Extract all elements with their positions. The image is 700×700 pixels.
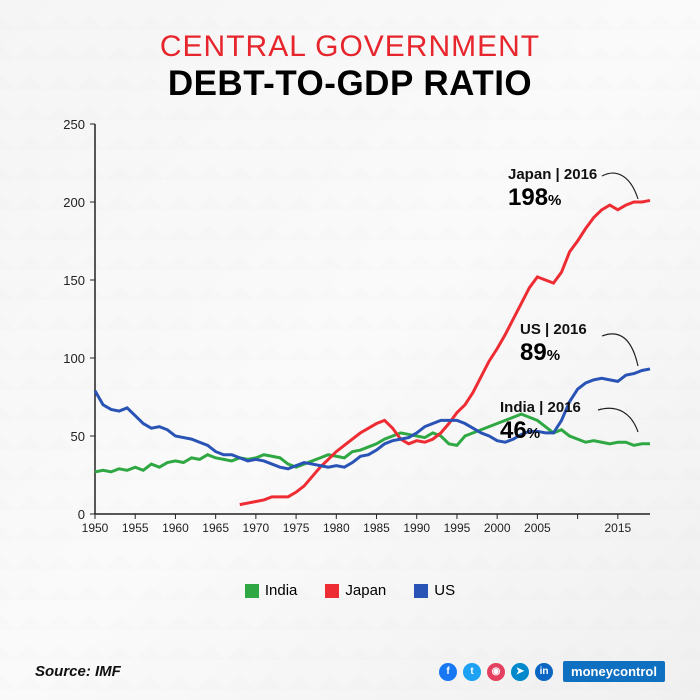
title-line-2: DEBT-TO-GDP RATIO [35, 64, 665, 104]
callout-label: Japan | 2016 [508, 166, 597, 183]
footer: Source: IMF ft ◉ ➤ in moneycontrol [35, 661, 665, 682]
callout-value: 198% [508, 184, 561, 211]
legend-item-india: India [245, 582, 298, 599]
callout-value: 46% [500, 417, 540, 444]
y-tick-label: 150 [63, 273, 85, 288]
title-block: CENTRAL GOVERNMENT DEBT-TO-GDP RATIO [35, 30, 665, 104]
series-india [95, 414, 650, 472]
x-tick-label: 1965 [202, 521, 229, 535]
facebook-icon[interactable]: f [439, 663, 457, 681]
social-icons: ft ◉ ➤ in moneycontrol [439, 661, 665, 682]
x-tick-label: 1990 [403, 521, 430, 535]
legend-label: US [434, 582, 455, 599]
infographic-container: CENTRAL GOVERNMENT DEBT-TO-GDP RATIO 0 50… [0, 0, 700, 700]
legend-swatch [245, 584, 259, 598]
title-line-1: CENTRAL GOVERNMENT [35, 30, 665, 64]
linkedin-icon[interactable]: in [535, 663, 553, 681]
x-tick-label: 2005 [524, 521, 551, 535]
callout-value: 89% [520, 339, 560, 366]
legend-label: Japan [345, 582, 386, 599]
instagram-icon[interactable]: ◉ [487, 663, 505, 681]
x-tick-label: 2000 [484, 521, 511, 535]
y-tick-label: 50 [71, 429, 85, 444]
callout-curve [602, 173, 638, 199]
x-tick-label: 1950 [82, 521, 109, 535]
callout-label: India | 2016 [500, 399, 581, 416]
x-tick-label: 1975 [283, 521, 310, 535]
series-us [95, 369, 650, 469]
y-tick-label: 100 [63, 351, 85, 366]
x-tick-label: 1960 [162, 521, 189, 535]
x-tick-label: 2015 [604, 521, 631, 535]
x-tick-label: 1955 [122, 521, 149, 535]
x-tick-label: 1970 [243, 521, 270, 535]
legend-swatch [325, 584, 339, 598]
line-chart: 0 50 100 150 200 250 1950 1955 1960 1965 1970 1975 1… [40, 114, 660, 574]
x-tick-label: 1995 [444, 521, 471, 535]
y-tick-label: 200 [63, 195, 85, 210]
y-tick-label: 0 [78, 507, 85, 522]
legend-swatch [414, 584, 428, 598]
legend-item-japan: Japan [325, 582, 386, 599]
twitter-icon[interactable]: t [463, 663, 481, 681]
chart-area: 0 50 100 150 200 250 1950 1955 1960 1965 1970 1975 1… [40, 114, 660, 574]
callout-curve [602, 334, 638, 366]
legend-item-us: US [414, 582, 455, 599]
series-japan [240, 200, 650, 504]
brand-badge[interactable]: moneycontrol [563, 661, 665, 682]
x-tick-label: 1985 [363, 521, 390, 535]
callout-label: US | 2016 [520, 321, 587, 338]
y-tick-label: 250 [63, 117, 85, 132]
legend-label: India [265, 582, 298, 599]
source-text: Source: IMF [35, 663, 121, 680]
x-tick-label: 1980 [323, 521, 350, 535]
callout-curve [598, 408, 638, 432]
legend: India Japan US [35, 582, 665, 602]
telegram-icon[interactable]: ➤ [511, 663, 529, 681]
